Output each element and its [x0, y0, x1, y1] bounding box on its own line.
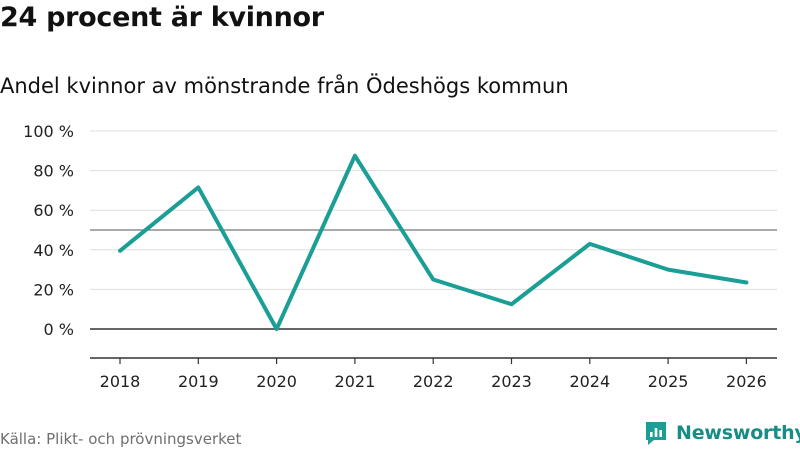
brand: Newsworthy [644, 420, 800, 446]
y-tick-label: 100 % [23, 122, 74, 141]
y-tick-label: 40 % [33, 241, 74, 260]
x-tick-label: 2025 [648, 372, 689, 391]
x-tick-label: 2024 [569, 372, 610, 391]
x-tick-label: 2022 [413, 372, 454, 391]
series-line [118, 153, 749, 331]
x-tick-label: 2023 [491, 372, 532, 391]
x-axis: 2018 2019 2020 2021 2022 2023 2024 2025 2026 [90, 357, 777, 391]
gridlines [90, 130, 777, 330]
newsworthy-logo-icon [646, 422, 666, 445]
brand-name: Newsworthy [676, 422, 800, 444]
y-axis-labels: 0 % 20 % 40 % 60 % 80 % 100 % [23, 122, 74, 339]
x-tick-label: 2020 [256, 372, 297, 391]
x-tick-label: 2021 [335, 372, 376, 391]
y-tick-label: 60 % [33, 201, 74, 220]
y-tick-label: 0 % [44, 320, 74, 339]
y-tick-label: 80 % [33, 162, 74, 181]
y-tick-label: 20 % [33, 280, 74, 299]
x-tick-label: 2019 [178, 372, 219, 391]
x-tick-label: 2026 [726, 372, 767, 391]
series-lines [118, 153, 749, 331]
chart-subtitle: Andel kvinnor av mönstrande från Ödeshög… [0, 74, 569, 98]
source-note: Källa: Plikt- och prövningsverket [0, 430, 242, 448]
x-tick-label: 2018 [100, 372, 141, 391]
chart-title: 24 procent är kvinnor [0, 2, 324, 33]
